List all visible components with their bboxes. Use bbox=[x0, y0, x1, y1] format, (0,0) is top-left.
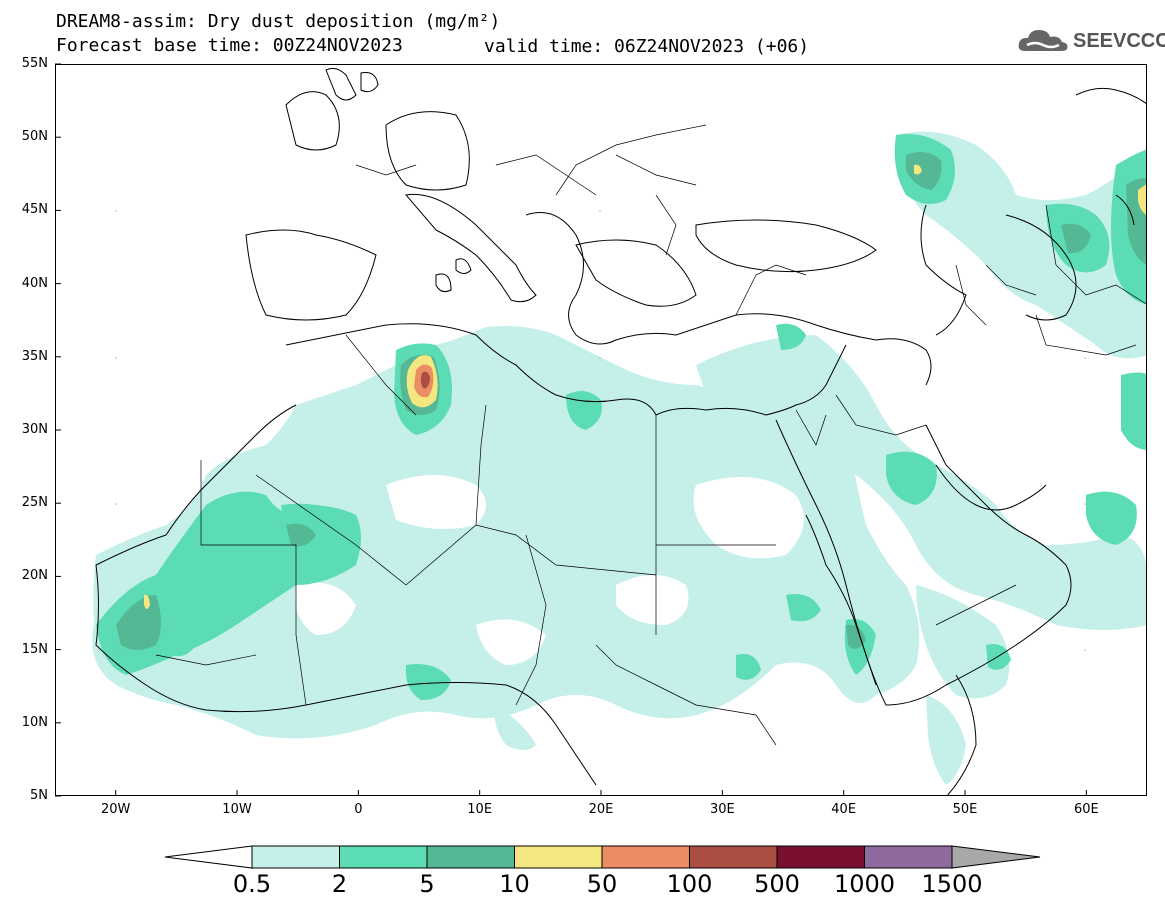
colorbar-lower-extension bbox=[164, 845, 253, 869]
lon-label: 60E bbox=[1073, 802, 1099, 817]
coastlines bbox=[95, 67, 1146, 795]
colorbar-segment bbox=[864, 845, 953, 869]
colorbar-label: 1500 bbox=[921, 870, 983, 898]
dust-deposition-map bbox=[55, 64, 1147, 796]
lat-label: 55N bbox=[21, 56, 48, 71]
lon-label: 10W bbox=[222, 802, 252, 817]
colorbar-label: 50 bbox=[586, 870, 618, 898]
colorbar-label: 500 bbox=[754, 870, 800, 898]
lat-label: 30N bbox=[21, 422, 48, 437]
lat-label: 5N bbox=[30, 788, 48, 803]
colorbar-segment bbox=[426, 845, 515, 869]
colorbar-segment bbox=[776, 845, 865, 869]
clear-areas bbox=[295, 475, 804, 665]
country-borders bbox=[155, 124, 1146, 746]
lat-label: 15N bbox=[21, 641, 48, 657]
hotspot-algeria bbox=[406, 355, 438, 408]
lon-label: 20E bbox=[588, 802, 614, 817]
colorbar-label: 100 bbox=[666, 870, 713, 898]
colorbar-label: 1000 bbox=[833, 870, 896, 898]
lon-label: 10E bbox=[467, 802, 493, 817]
hotspot-kazakhstan bbox=[1138, 184, 1146, 215]
seevccc-logo: SEEVCCC bbox=[1017, 26, 1165, 56]
colorbar-label: 5 bbox=[419, 870, 435, 898]
lat-label: 35N bbox=[21, 348, 48, 364]
lat-label: 50N bbox=[21, 129, 48, 145]
forecast-base-time: Forecast base time: 00Z24NOV2023 bbox=[56, 35, 403, 56]
map-title: DREAM8-assim: Dry dust deposition (mg/m²… bbox=[56, 11, 501, 32]
colorbar-label: 0.5 bbox=[232, 870, 272, 898]
hotspot-caspian bbox=[914, 164, 922, 175]
lat-label: 25N bbox=[21, 495, 48, 511]
logo-text: SEEVCCC bbox=[1073, 29, 1165, 52]
lon-label: 50E bbox=[952, 802, 978, 817]
lon-label: 20W bbox=[100, 802, 131, 817]
colorbar-segment bbox=[689, 845, 778, 869]
lat-label: 10N bbox=[21, 714, 48, 730]
lon-label: 30E bbox=[709, 802, 735, 817]
colorbar-upper-extension bbox=[951, 845, 1041, 869]
colorbar-segment bbox=[514, 845, 603, 869]
colorbar-segment bbox=[339, 845, 428, 869]
lat-label: 45N bbox=[21, 202, 48, 218]
colorbar-segment bbox=[601, 845, 690, 869]
colorbar-segment bbox=[251, 845, 340, 869]
hotspot-senegal bbox=[144, 594, 150, 609]
lat-label: 40N bbox=[21, 275, 48, 291]
colorbar-label: 10 bbox=[499, 870, 530, 898]
lon-label: 0 bbox=[354, 802, 363, 817]
cloud-icon bbox=[1018, 30, 1068, 51]
valid-time: valid time: 06Z24NOV2023 (+06) bbox=[484, 36, 810, 57]
lon-label: 40E bbox=[831, 802, 857, 817]
grid-dots bbox=[115, 210, 1086, 651]
map-canvas bbox=[92, 67, 1146, 795]
lat-label: 20N bbox=[21, 568, 48, 584]
colorbar-label: 2 bbox=[331, 870, 348, 898]
